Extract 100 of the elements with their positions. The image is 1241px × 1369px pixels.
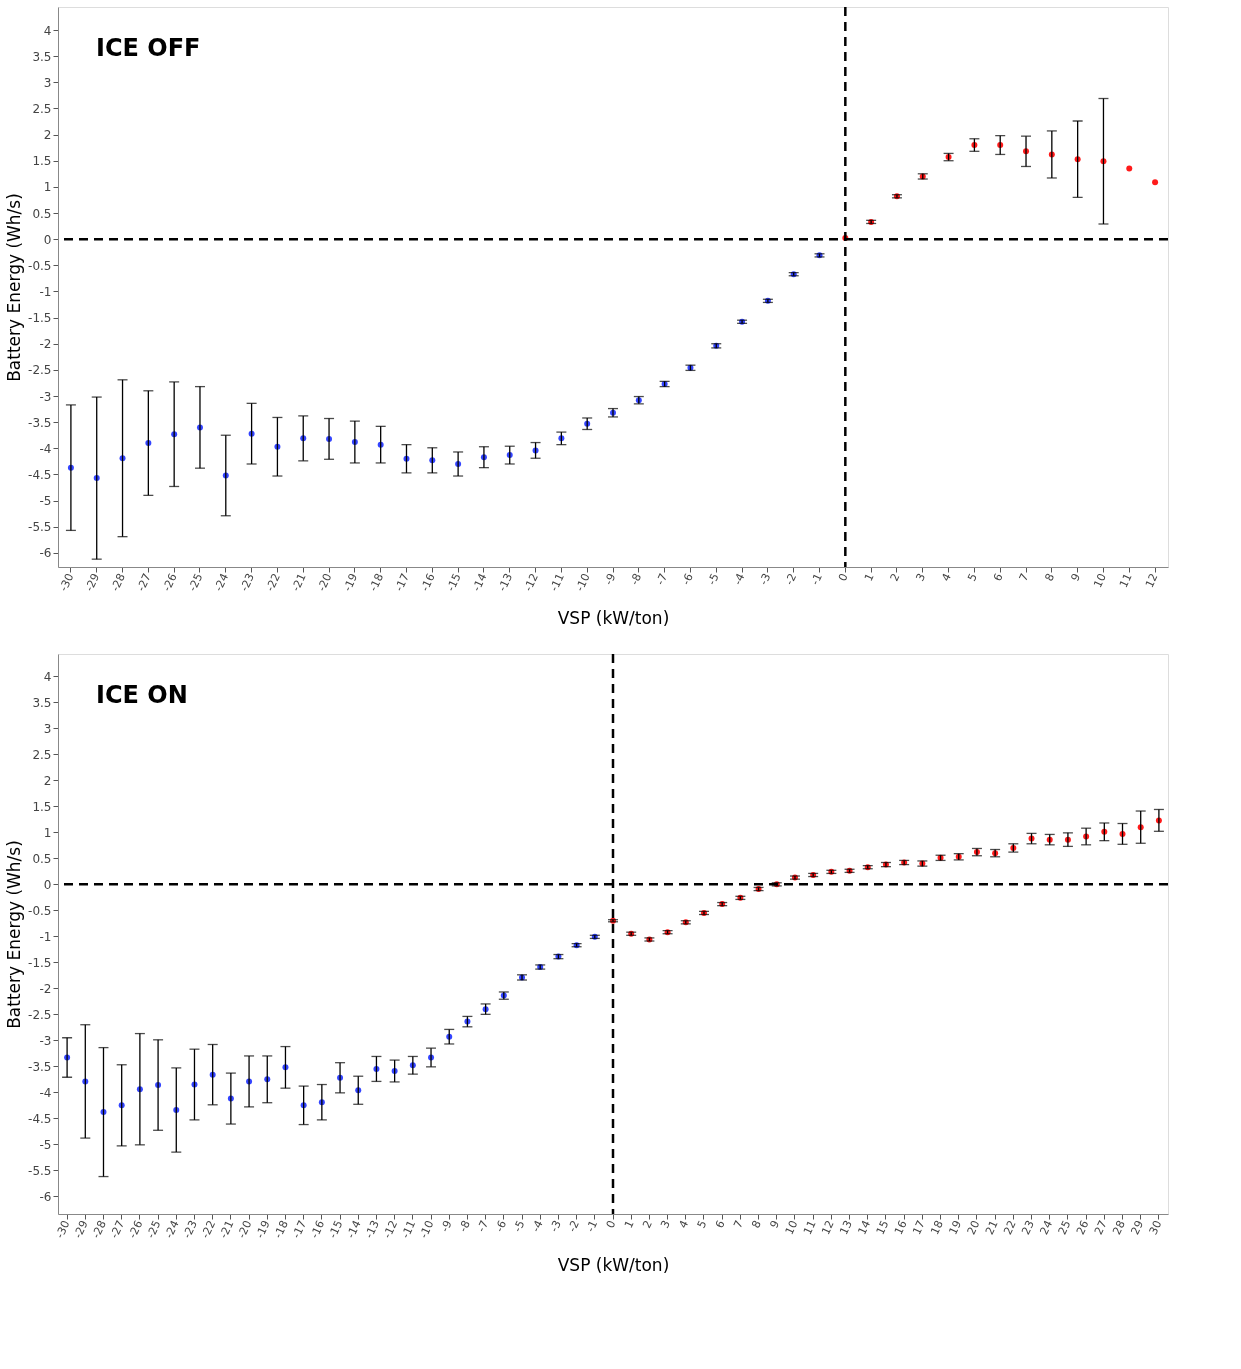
y-tick-label: 1 (43, 825, 52, 840)
x-tick-label: 1 (861, 571, 877, 584)
x-tick-label: -4 (731, 571, 748, 587)
y-tick-label: -1 (39, 929, 52, 944)
y-tick-label: 2 (43, 128, 52, 143)
x-tick-label: 16 (891, 1218, 910, 1237)
x-tick-label: -14 (344, 1218, 364, 1241)
x-tick-label: 12 (1142, 571, 1161, 590)
annotation: ICE OFF (96, 34, 201, 62)
y-tick-label: -5 (39, 494, 52, 509)
x-tick-label: 17 (910, 1218, 928, 1237)
x-tick-label: 9 (767, 1218, 783, 1231)
x-tick-label: -8 (627, 571, 645, 587)
y-axis-title: Battery Energy (Wh/s) (4, 193, 25, 382)
y-tick-label: -6 (39, 546, 52, 561)
x-tick-label: -19 (253, 1218, 273, 1241)
x-tick-label: 20 (964, 1218, 983, 1237)
y-tick-label: 1.5 (32, 154, 52, 169)
x-tick-label: 3 (658, 1218, 674, 1231)
x-tick-label: 5 (694, 1218, 710, 1231)
y-tick-label: -3 (39, 1033, 52, 1048)
y-tick-label: 3 (43, 721, 52, 736)
x-tick-label: -15 (326, 1218, 346, 1241)
x-tick-label: -29 (82, 571, 103, 594)
x-tick-label: 4 (939, 571, 955, 584)
x-tick-label: -10 (573, 571, 593, 594)
x-tick-label: 11 (800, 1218, 819, 1237)
x-tick-label: -5 (705, 571, 722, 587)
x-tick-label: 27 (1092, 1218, 1110, 1237)
y-tick-label: -1.5 (28, 955, 52, 970)
y-tick-label: -1.5 (28, 311, 52, 326)
y-tick-label: -2.5 (28, 1007, 52, 1022)
x-tick-label: 7 (731, 1218, 746, 1231)
y-tick-label: 0.5 (32, 206, 52, 221)
x-tick-label: 29 (1128, 1218, 1147, 1237)
x-tick-label: -26 (160, 571, 180, 594)
x-tick-label: -3 (756, 571, 774, 587)
x-tick-label: 5 (965, 571, 980, 584)
y-tick-label: -5.5 (28, 1163, 52, 1178)
y-tick-label: -4 (39, 441, 52, 456)
x-tick-label: -27 (134, 571, 154, 594)
x-tick-label: 22 (1001, 1218, 1019, 1237)
y-tick-label: -0.5 (28, 903, 52, 918)
x-tick-label: -7 (653, 571, 671, 587)
x-tick-label: 11 (1117, 571, 1135, 590)
x-tick-label: -13 (362, 1218, 382, 1241)
x-tick-label: -16 (307, 1218, 328, 1241)
x-tick-label: -10 (417, 1218, 437, 1241)
x-tick-label: -27 (107, 1218, 128, 1241)
x-tick-label: -11 (398, 1218, 419, 1241)
x-tick-label: -21 (216, 1218, 237, 1241)
x-tick-label: -5 (511, 1218, 528, 1234)
x-tick-label: 10 (782, 1218, 801, 1237)
x-tick-label: -22 (263, 571, 283, 594)
y-tick-label: -5 (39, 1137, 52, 1152)
x-tick-label: -8 (456, 1218, 473, 1234)
y-tick-label: 3.5 (32, 695, 52, 710)
x-tick-label: 15 (873, 1218, 892, 1237)
x-axis-title: VSP (kW/ton) (557, 1254, 670, 1275)
x-tick-label: 6 (712, 1218, 728, 1231)
x-tick-label: -2 (782, 571, 800, 587)
y-tick-label: -3.5 (28, 1059, 52, 1074)
y-tick-label: -4 (39, 1085, 52, 1100)
y-tick-label: -1 (39, 284, 52, 299)
x-tick-label: -2 (565, 1218, 583, 1234)
y-tick-label: -3 (39, 389, 52, 404)
y-tick-label: 1 (43, 180, 52, 195)
y-tick-label: -4.5 (28, 467, 52, 482)
x-tick-label: 4 (676, 1218, 692, 1231)
x-tick-label: 2 (887, 571, 903, 584)
x-tick-label: -20 (235, 1218, 255, 1241)
x-tick-label: 13 (837, 1218, 855, 1237)
x-tick-label: -20 (315, 571, 335, 594)
y-tick-label: 0.5 (32, 851, 52, 866)
y-tick-label: 3 (43, 75, 52, 90)
x-tick-label: 26 (1073, 1218, 1092, 1237)
y-tick-label: 2.5 (32, 101, 52, 116)
x-tick-label: -7 (474, 1218, 492, 1234)
x-tick-label: 25 (1055, 1218, 1074, 1237)
y-tick-label: 3.5 (32, 49, 52, 64)
x-tick-label: 8 (749, 1218, 765, 1231)
x-tick-label: -9 (438, 1218, 455, 1234)
x-tick-label: -16 (418, 571, 438, 594)
x-tick-label: 0 (836, 571, 851, 584)
y-tick-label: 4 (43, 669, 52, 684)
x-tick-label: -17 (392, 571, 412, 594)
x-tick-label: -6 (492, 1218, 510, 1234)
x-tick-label: 0 (603, 1218, 619, 1231)
x-tick-label: -25 (144, 1218, 164, 1241)
x-tick-label: 14 (855, 1218, 874, 1237)
y-tick-label: -2 (39, 981, 52, 996)
x-tick-label: -19 (340, 571, 361, 594)
x-tick-label: -15 (444, 571, 464, 594)
x-tick-label: -29 (71, 1218, 91, 1241)
y-tick-label: -2.5 (28, 363, 52, 378)
x-tick-label: -13 (495, 571, 516, 594)
x-tick-label: -14 (469, 571, 490, 594)
x-tick-label: -21 (289, 571, 309, 594)
y-tick-label: -2 (39, 337, 52, 352)
y-tick-label: -3.5 (28, 415, 52, 430)
